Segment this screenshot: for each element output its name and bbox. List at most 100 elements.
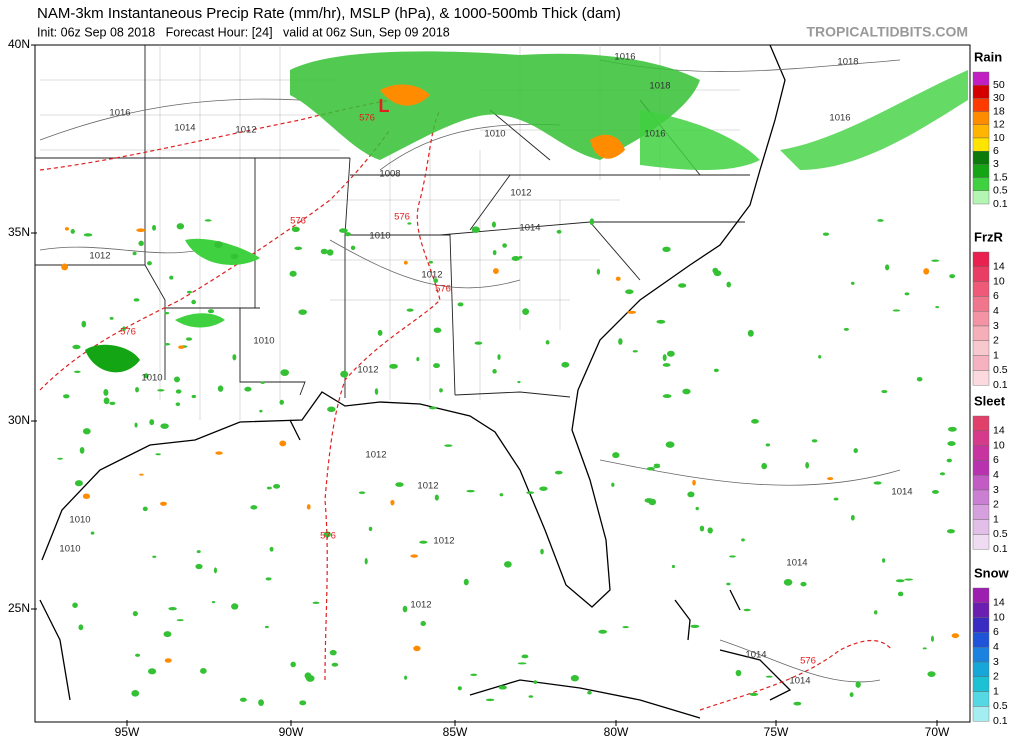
legend-level: 2 bbox=[993, 499, 999, 511]
isobar-label: 1012 bbox=[417, 481, 438, 492]
precip-cell bbox=[884, 264, 890, 271]
precip-cell bbox=[765, 443, 771, 447]
precip-cell bbox=[662, 363, 671, 367]
legend-level: 10 bbox=[993, 132, 1005, 144]
precip-cell bbox=[545, 340, 550, 345]
legend-swatch bbox=[972, 98, 990, 112]
precip-cell bbox=[853, 448, 858, 454]
isobar-label: 1010 bbox=[484, 129, 505, 140]
precip-cell bbox=[927, 671, 936, 678]
isobar-label: 1016 bbox=[614, 52, 635, 63]
precip-cell bbox=[827, 477, 834, 481]
precip-cell bbox=[646, 466, 655, 471]
precip-cell bbox=[622, 626, 629, 629]
precip-cell bbox=[155, 453, 161, 456]
legend-swatch bbox=[972, 296, 990, 312]
isobar-label: 1014 bbox=[891, 487, 912, 498]
thickness-label: 576 bbox=[320, 531, 336, 542]
precip-cell bbox=[497, 354, 501, 360]
legend-level: 1 bbox=[993, 349, 999, 361]
precip-cell bbox=[406, 308, 414, 312]
precip-cell bbox=[259, 409, 263, 413]
precip-cell bbox=[413, 645, 421, 652]
precip-cell bbox=[556, 229, 562, 234]
lon-label: 90W bbox=[279, 725, 304, 739]
precip-cell bbox=[132, 611, 138, 617]
lon-label: 80W bbox=[604, 725, 629, 739]
legend-level: 0.1 bbox=[993, 543, 1008, 555]
legend-level: 3 bbox=[993, 158, 999, 170]
isobar-label: 1010 bbox=[141, 373, 162, 384]
precip-cell bbox=[207, 309, 214, 314]
precip-cell bbox=[61, 263, 69, 271]
precip-cell bbox=[946, 529, 955, 534]
precip-cell bbox=[587, 690, 592, 695]
lon-label: 75W bbox=[764, 725, 789, 739]
legend-title: Rain bbox=[974, 49, 1002, 64]
site: TROPICALTIDBITS.COM bbox=[806, 24, 968, 40]
precip-cell bbox=[173, 376, 181, 383]
precip-cell bbox=[157, 389, 165, 392]
precip-cell bbox=[818, 354, 822, 359]
precip-cell bbox=[279, 440, 287, 447]
thickness-label: 576 bbox=[394, 212, 410, 223]
legend-swatch bbox=[972, 164, 990, 178]
precip-cell bbox=[231, 603, 239, 610]
precip-cell bbox=[492, 249, 497, 256]
precip-cell bbox=[699, 525, 705, 532]
precip-cell bbox=[340, 370, 349, 378]
precip-cell bbox=[521, 654, 529, 659]
precip-cell bbox=[474, 341, 483, 345]
precip-cell bbox=[214, 241, 223, 248]
precip-cell bbox=[935, 306, 940, 309]
precip-cell bbox=[195, 563, 203, 570]
legend-level: 4 bbox=[993, 469, 999, 481]
precip-cell bbox=[533, 680, 538, 685]
title: NAM-3km Instantaneous Precip Rate (mm/hr… bbox=[37, 5, 621, 22]
precip-cell bbox=[103, 388, 109, 396]
precip-cell bbox=[326, 249, 334, 256]
isobar-label: 1018 bbox=[649, 81, 670, 92]
precip-cell bbox=[493, 268, 499, 274]
precip-cell bbox=[402, 605, 408, 613]
precip-cell bbox=[305, 674, 315, 682]
legend-title: Snow bbox=[974, 565, 1010, 580]
precip-cell bbox=[428, 406, 437, 410]
precip-cell bbox=[589, 218, 595, 226]
precip-cell bbox=[323, 531, 331, 538]
precip-cell bbox=[175, 389, 182, 394]
legend-swatch bbox=[972, 71, 990, 86]
legend-level: 12 bbox=[993, 119, 1005, 131]
legend-level: 0.1 bbox=[993, 198, 1008, 210]
precip-cell bbox=[160, 501, 167, 506]
lat-label: 25N bbox=[8, 601, 30, 615]
precip-cell bbox=[329, 649, 337, 656]
precip-cell bbox=[615, 276, 621, 281]
precip-cell bbox=[279, 399, 284, 405]
legend-level: 2 bbox=[993, 671, 999, 683]
low-label: L bbox=[379, 96, 390, 116]
precip-cell bbox=[434, 494, 439, 501]
precip-cell bbox=[612, 452, 620, 459]
lat-label: 35N bbox=[8, 225, 30, 239]
precip-cell bbox=[149, 419, 155, 426]
precip-cell bbox=[611, 482, 615, 487]
precip-cell bbox=[428, 260, 434, 264]
precip-cell bbox=[692, 479, 696, 486]
precip-cell bbox=[877, 219, 884, 222]
precip-cell bbox=[930, 635, 934, 642]
precip-cell bbox=[244, 386, 252, 392]
precip-cell bbox=[433, 327, 442, 333]
precip-cell bbox=[644, 498, 654, 503]
precip-cell bbox=[266, 486, 272, 490]
precip-cell bbox=[439, 388, 443, 393]
legend-level: 0.5 bbox=[993, 185, 1008, 197]
precip-cell bbox=[78, 624, 84, 631]
precip-cell bbox=[176, 223, 185, 230]
thickness-label: 576 bbox=[800, 656, 816, 667]
legend-level: 14 bbox=[993, 425, 1005, 437]
isobar-label: 1012 bbox=[235, 125, 256, 136]
precip-cell bbox=[344, 232, 351, 237]
precip-cell bbox=[498, 685, 507, 690]
precip-cell bbox=[850, 514, 855, 521]
